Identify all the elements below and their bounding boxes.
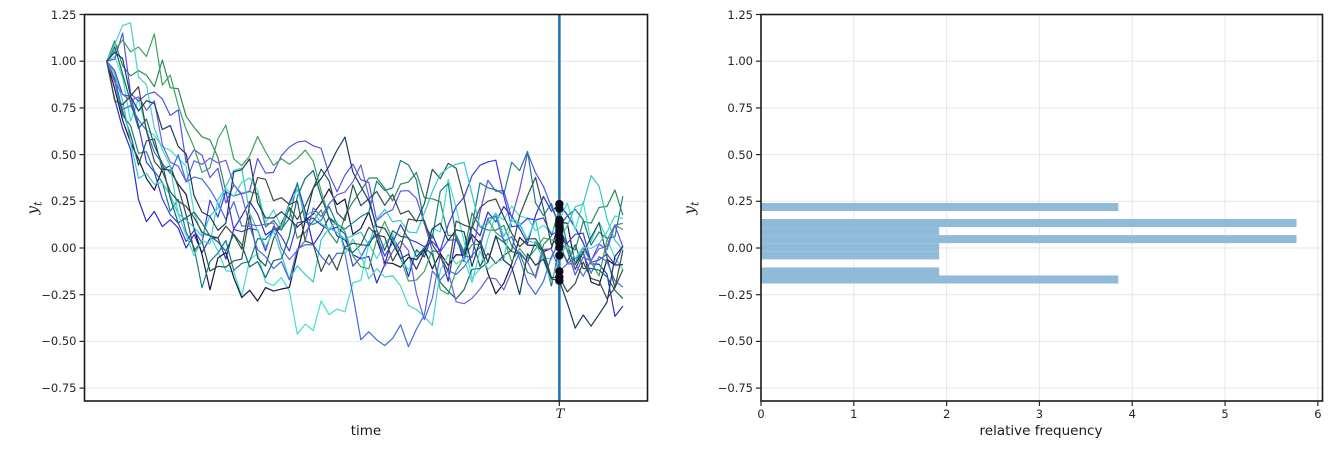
left-plot-ylabel-sub: t — [31, 201, 45, 206]
right-plot-xlabel: relative frequency — [979, 423, 1103, 439]
left-plot-ylabel: yt — [24, 202, 45, 215]
right-plot-ylabel-main: y — [680, 205, 699, 215]
right-plot-ylabel: yt — [681, 202, 702, 215]
left-plot-ylabel-main: y — [23, 205, 42, 215]
left-plot-xlabel: time — [350, 423, 382, 439]
right-plot-ylabel-sub: t — [688, 201, 702, 206]
left-plot-x-tick-label-T: T — [555, 407, 565, 422]
